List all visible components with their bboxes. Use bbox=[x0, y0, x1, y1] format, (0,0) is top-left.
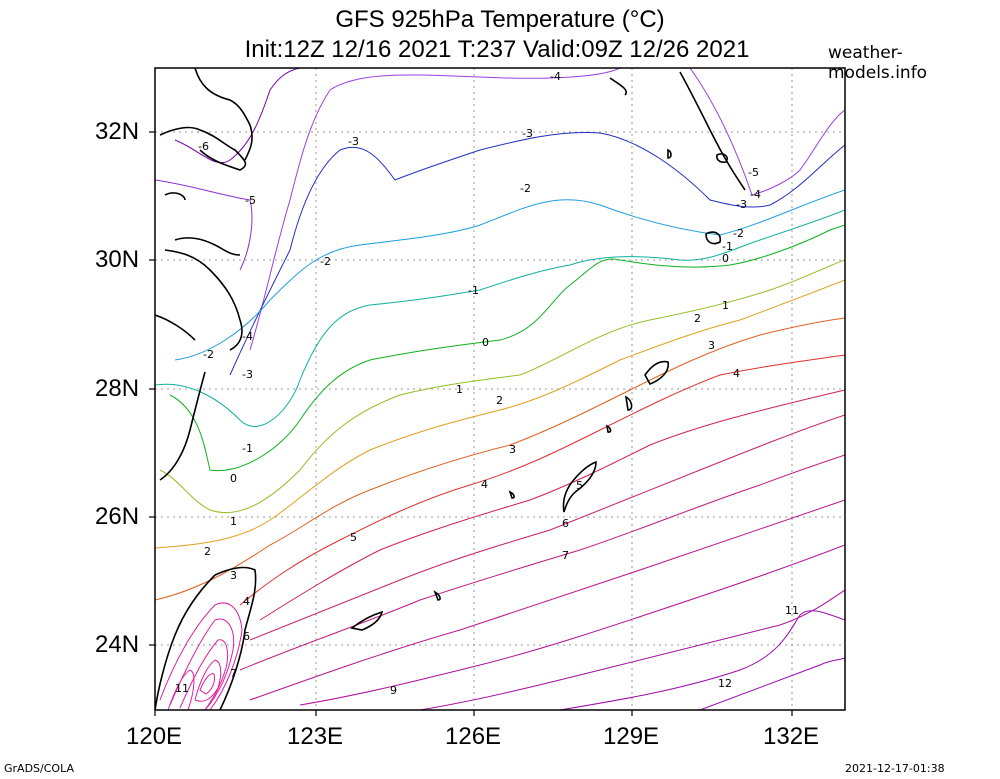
contour-label: 6 bbox=[562, 517, 569, 530]
isotherm-12 bbox=[699, 657, 845, 710]
isotherm-0 bbox=[169, 224, 845, 472]
isotherm-minus2 bbox=[174, 189, 845, 361]
contour-label: 3 bbox=[230, 569, 237, 582]
map-subtitle: Init:12Z 12/16 2021 T:237 Valid:09Z 12/2… bbox=[244, 36, 750, 63]
isotherm-3 bbox=[155, 317, 845, 601]
lat-tick-label: 26N bbox=[95, 503, 140, 530]
contour-label: -3 bbox=[522, 127, 533, 140]
contour-label: -3 bbox=[348, 135, 359, 148]
lat-tick-label: 30N bbox=[95, 246, 140, 273]
contour-label: -5 bbox=[748, 166, 759, 179]
isotherm-2 bbox=[155, 279, 845, 549]
contour-label: 1 bbox=[722, 299, 729, 312]
isotherm-minus5 bbox=[155, 179, 253, 271]
contour-label: 2 bbox=[204, 545, 211, 558]
contour-label: 4 bbox=[243, 595, 250, 608]
isotherm-minus4-north bbox=[249, 68, 621, 351]
site-credit: weather-models.info bbox=[828, 43, 928, 83]
contour-label: -1 bbox=[242, 442, 253, 455]
lon-tick-label: 132E bbox=[763, 723, 820, 750]
isotherm-1 bbox=[159, 259, 845, 514]
isotherm-6 bbox=[249, 414, 845, 641]
contour-label: 12 bbox=[718, 677, 732, 690]
contour-label: 4 bbox=[481, 478, 488, 491]
isotherm-10 bbox=[419, 589, 845, 710]
contour-label: 0 bbox=[722, 252, 729, 265]
generation-timestamp: 2021-12-17-01:38 bbox=[845, 762, 945, 775]
contour-label: 9 bbox=[390, 684, 397, 697]
contour-label: 6 bbox=[243, 630, 250, 643]
isotherm-minus3 bbox=[229, 132, 845, 376]
lon-tick-label: 129E bbox=[603, 723, 660, 750]
contour-label: 3 bbox=[509, 443, 516, 456]
contour-label: 0 bbox=[482, 336, 489, 349]
contour-labels: -6 -5 -4 -4 -5 -4 -3 -3 -3 -3 -2 -2 -2 -… bbox=[175, 70, 799, 697]
coastlines bbox=[155, 68, 746, 710]
isotherm-7 bbox=[239, 454, 845, 671]
contour-label: 0 bbox=[230, 472, 237, 485]
contour-label: -3 bbox=[736, 198, 747, 211]
contour-label: 11 bbox=[175, 682, 189, 695]
contour-label: 1 bbox=[456, 383, 463, 396]
isotherm-minus4-east bbox=[689, 68, 845, 196]
grid-lines bbox=[155, 68, 845, 710]
contour-label: 4 bbox=[733, 367, 740, 380]
contour-label: -4 bbox=[750, 188, 761, 201]
isotherm-5 bbox=[259, 389, 845, 621]
contour-label: -2 bbox=[203, 348, 214, 361]
contour-label: 7 bbox=[230, 667, 237, 680]
contour-label: -1 bbox=[722, 240, 733, 253]
tick-marks bbox=[149, 131, 793, 716]
contour-label: 2 bbox=[694, 312, 701, 325]
contour-label: -4 bbox=[242, 330, 253, 343]
contour-label: -3 bbox=[242, 368, 253, 381]
lon-tick-label: 126E bbox=[445, 723, 502, 750]
contour-label: 3 bbox=[708, 339, 715, 352]
lon-tick-label: 123E bbox=[287, 723, 344, 750]
contour-label: 5 bbox=[350, 531, 357, 544]
isotherm-9 bbox=[299, 544, 845, 706]
isotherm-11 bbox=[559, 610, 845, 710]
isotherm-minus1 bbox=[155, 209, 845, 427]
isotherm-4 bbox=[239, 354, 845, 606]
lat-tick-label: 28N bbox=[95, 375, 140, 402]
contour-label: -4 bbox=[550, 70, 561, 83]
contour-label: 5 bbox=[576, 479, 583, 492]
lat-tick-label: 32N bbox=[95, 118, 140, 145]
contour-label: -2 bbox=[320, 255, 331, 268]
isotherm-minus6 bbox=[174, 68, 301, 164]
contour-label: 7 bbox=[562, 549, 569, 562]
lat-tick-label: 24N bbox=[95, 631, 140, 658]
contour-label: 1 bbox=[230, 515, 237, 528]
map-title: GFS 925hPa Temperature (°C) bbox=[335, 6, 665, 33]
contour-label: 2 bbox=[496, 394, 503, 407]
contour-label: -1 bbox=[468, 284, 479, 297]
lon-tick-label: 120E bbox=[126, 723, 183, 750]
contour-label: -2 bbox=[520, 182, 531, 195]
contour-label: -5 bbox=[245, 194, 256, 207]
contour-label: -2 bbox=[733, 227, 744, 240]
software-credit: GrADS/COLA bbox=[4, 762, 74, 775]
contour-label: 11 bbox=[785, 604, 799, 617]
taiwan-warm-contours bbox=[159, 602, 243, 710]
isotherm-8 bbox=[249, 499, 845, 701]
contour-label: -6 bbox=[198, 140, 209, 153]
